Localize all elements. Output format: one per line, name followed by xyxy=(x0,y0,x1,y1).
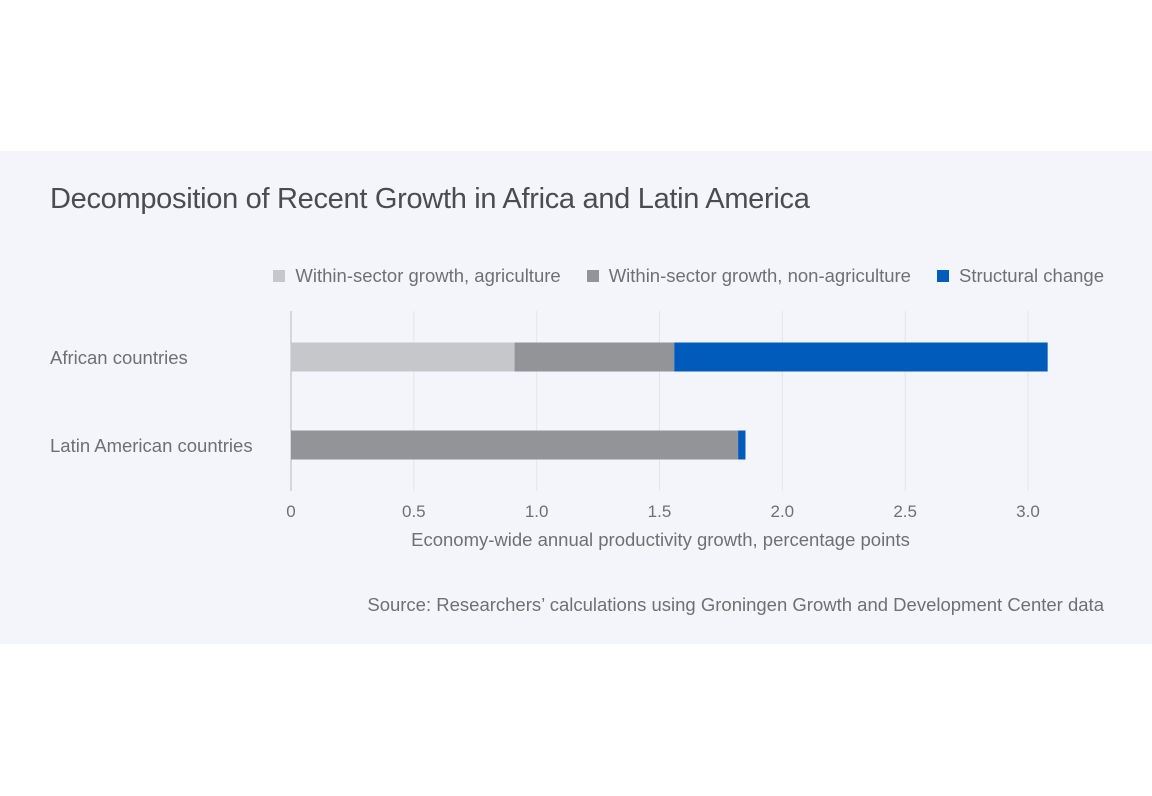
chart-title: Decomposition of Recent Growth in Africa… xyxy=(50,183,810,215)
x-tick-label: 1.5 xyxy=(648,502,672,521)
x-axis-title: Economy-wide annual productivity growth,… xyxy=(411,529,910,550)
legend-label-agriculture: Within-sector growth, agriculture xyxy=(295,265,561,286)
category-label: African countries xyxy=(50,347,188,368)
x-tick-label: 0 xyxy=(286,502,295,521)
legend-item-agriculture: Within-sector growth, agriculture xyxy=(273,265,561,287)
bar-african-countries-series-0 xyxy=(291,342,515,372)
x-tick-label: 2.0 xyxy=(771,502,795,521)
gridlines xyxy=(413,311,1029,491)
legend: Within-sector growth, agriculture Within… xyxy=(273,265,1104,287)
legend-label-structural-change: Structural change xyxy=(958,265,1104,286)
bars xyxy=(291,342,1048,460)
chart-plot: African countries Latin American countrie… xyxy=(50,311,1048,550)
bar-african-countries-series-2 xyxy=(674,342,1048,372)
legend-item-non-agriculture: Within-sector growth, non-agriculture xyxy=(586,265,911,287)
chart-panel: Decomposition of Recent Growth in Africa… xyxy=(0,151,1152,644)
legend-swatch-agriculture xyxy=(273,270,286,282)
legend-label-non-agriculture: Within-sector growth, non-agriculture xyxy=(608,265,911,286)
source-note: Source: Researchers’ calculations using … xyxy=(367,594,1104,615)
legend-item-structural-change: Structural change xyxy=(936,265,1104,287)
bar-african-countries-series-1 xyxy=(514,342,675,372)
x-tick-label: 1.0 xyxy=(525,502,549,521)
x-tick-labels: 0 0.5 1.0 1.5 2.0 2.5 3.0 xyxy=(286,502,1040,521)
x-tick-label: 0.5 xyxy=(402,502,426,521)
bar-latin-american-countries-series-1 xyxy=(291,430,739,460)
x-tick-label: 3.0 xyxy=(1016,502,1040,521)
x-tick-label: 2.5 xyxy=(893,502,917,521)
category-labels: African countries Latin American countrie… xyxy=(50,347,253,456)
legend-swatch-structural-change xyxy=(936,270,949,282)
category-label: Latin American countries xyxy=(50,435,253,456)
bar-latin-american-countries-series-2 xyxy=(738,430,746,460)
legend-swatch-non-agriculture xyxy=(586,270,599,282)
